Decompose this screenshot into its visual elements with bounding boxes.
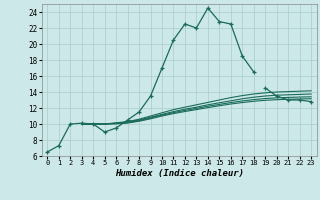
- X-axis label: Humidex (Indice chaleur): Humidex (Indice chaleur): [115, 169, 244, 178]
